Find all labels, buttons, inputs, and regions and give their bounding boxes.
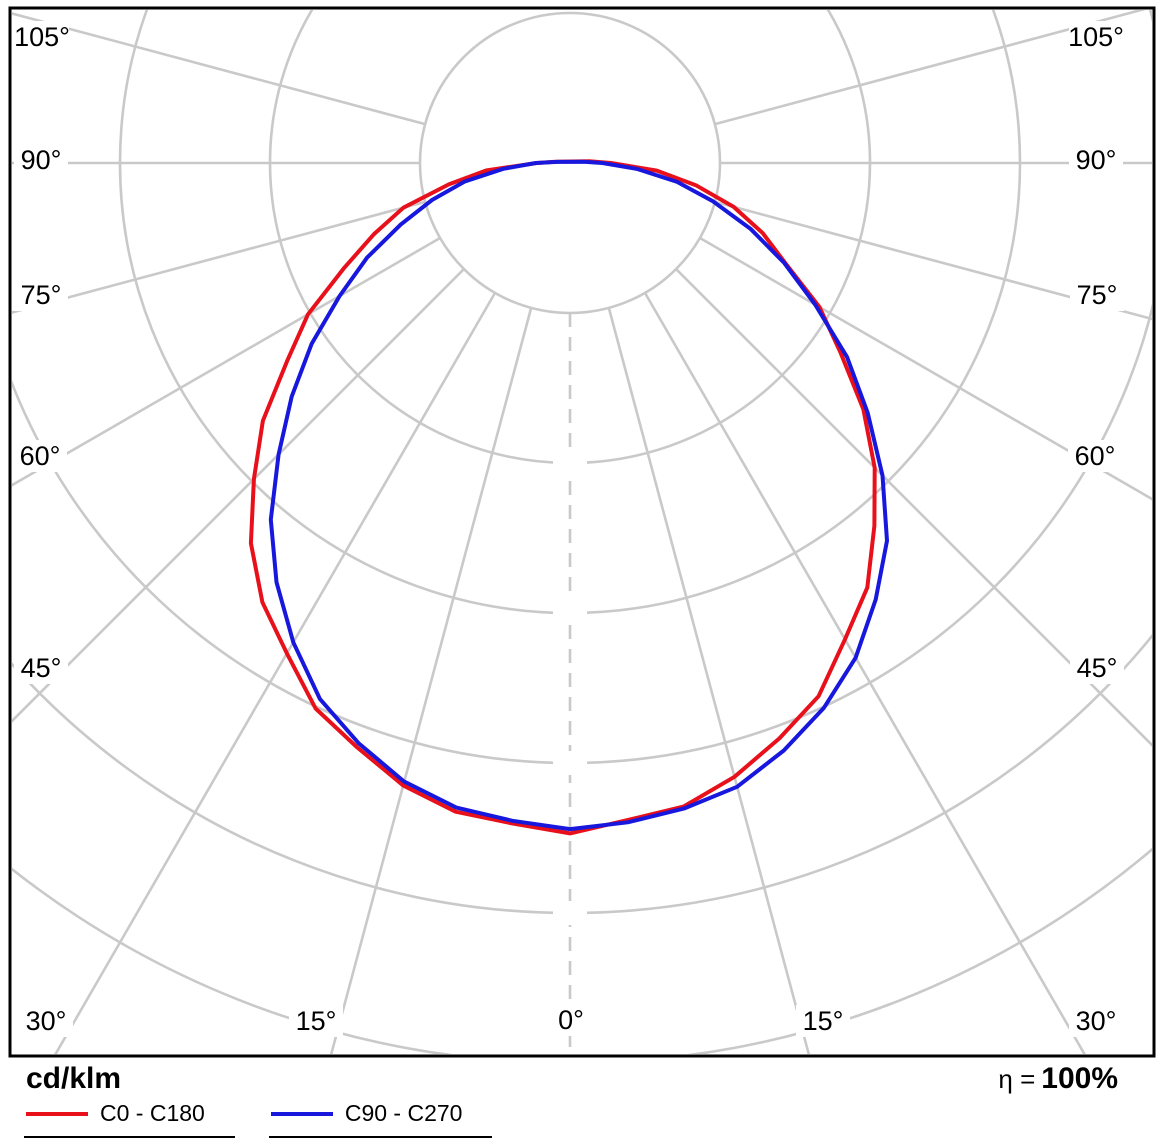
unit-label: cd/klm bbox=[26, 1062, 122, 1095]
gamma-tick-label: 45° bbox=[21, 653, 62, 683]
gamma-tick-label: 90° bbox=[21, 145, 62, 175]
efficiency-symbol: η = bbox=[998, 1064, 1036, 1094]
legend: C0 - C180 C90 - C270 bbox=[24, 1100, 493, 1138]
gamma-tick-label: 105° bbox=[1068, 22, 1124, 52]
gamma-tick-label: 90° bbox=[1076, 145, 1117, 175]
efficiency-value: 100% bbox=[1041, 1062, 1118, 1095]
gamma-tick-label: 105° bbox=[14, 22, 70, 52]
red-curve-line-icon bbox=[26, 1111, 88, 1116]
gamma-tick-label: 45° bbox=[1077, 653, 1118, 683]
efficiency-label: η = 100% bbox=[998, 1062, 1118, 1096]
polar-intensity-plot: 105° 90° 75° 60° 45° 30° 15° 0° 15° 30° 45° 60° 75° 9… bbox=[8, 6, 1156, 1058]
curve-c90-c270 bbox=[268, 159, 889, 832]
gamma-tick-label: 75° bbox=[1077, 280, 1118, 310]
polar-grid bbox=[12, 10, 1152, 1054]
legend-label: C90 - C270 bbox=[344, 1100, 463, 1126]
gamma-tick-label: 30° bbox=[26, 1006, 67, 1036]
legend-item-c90-c270: C90 - C270 bbox=[268, 1100, 493, 1138]
legend-label: C0 - C180 bbox=[100, 1100, 205, 1126]
gamma-tick-label: 15° bbox=[296, 1006, 337, 1036]
gamma-tick-label: 60° bbox=[20, 441, 61, 471]
blue-curve-line-icon bbox=[270, 1111, 333, 1116]
gamma-tick-label: 0° bbox=[558, 1005, 584, 1035]
gamma-tick-label: 30° bbox=[1076, 1006, 1117, 1036]
gamma-tick-label: 60° bbox=[1075, 441, 1116, 471]
legend-item-c0-c180: C0 - C180 bbox=[24, 1100, 235, 1138]
plot-frame bbox=[8, 6, 1156, 1058]
gamma-tick-label: 15° bbox=[803, 1006, 844, 1036]
gamma-tick-label: 75° bbox=[21, 280, 62, 310]
